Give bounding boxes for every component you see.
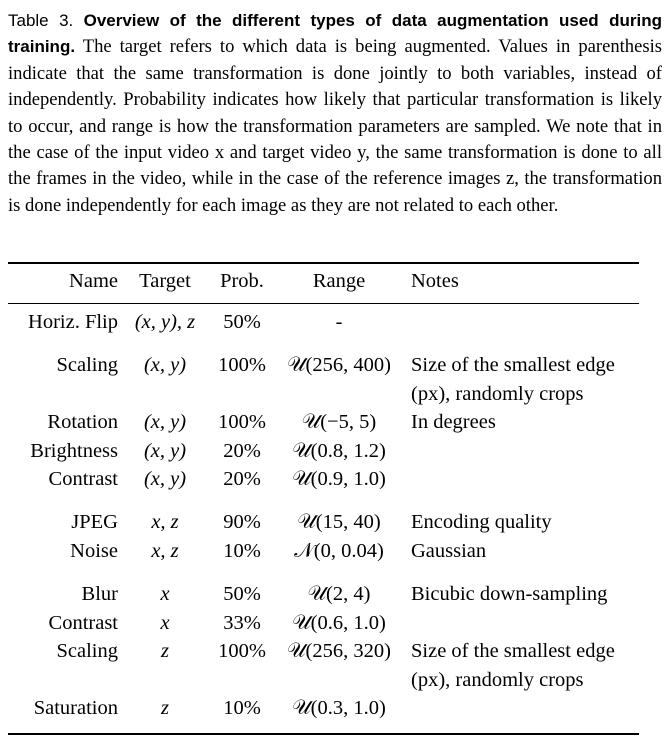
cell-name: Scaling (56, 354, 119, 376)
table-header-rule (8, 303, 639, 304)
caption-label: Table 3. (8, 11, 74, 30)
cell-range: 𝒰(0.3, 1.0) (292, 697, 386, 719)
cell-target: x (160, 612, 170, 634)
cell-prob: 100% (218, 640, 266, 662)
cell-range: 𝒰(256, 400) (287, 354, 391, 376)
cell-prob: 33% (223, 612, 261, 634)
cell-name: Contrast (48, 612, 118, 634)
cell-prob: 100% (218, 354, 266, 376)
cell-range: 𝒰(0.6, 1.0) (292, 612, 386, 634)
cell-target: (x, y) (143, 440, 187, 462)
cell-name: Brightness (30, 440, 118, 462)
table-bottom-rule (8, 733, 639, 735)
cell-prob: 10% (223, 540, 261, 562)
cell-name: Contrast (48, 468, 118, 490)
cell-target: (x, y) (143, 411, 187, 433)
cell-target: (x, y), z (134, 311, 196, 333)
cell-prob: 10% (223, 697, 261, 719)
cell-notes: Size of the smallest edge (411, 354, 615, 376)
cell-notes: (px), randomly crops (411, 383, 584, 405)
cell-name: Rotation (47, 411, 118, 433)
cell-target: x (160, 583, 170, 605)
cell-prob: 20% (223, 468, 261, 490)
cell-prob: 20% (223, 440, 261, 462)
header-name: Name (69, 270, 118, 292)
cell-prob: 50% (223, 311, 261, 333)
cell-prob: 100% (218, 411, 266, 433)
cell-notes: Bicubic down-sampling (411, 583, 608, 605)
cell-range: 𝒰(256, 320) (287, 640, 391, 662)
cell-range: 𝒰(−5, 5) (301, 411, 377, 433)
header-prob: Prob. (220, 270, 264, 292)
cell-name: Horiz. Flip (28, 311, 118, 333)
cell-name: JPEG (71, 511, 118, 533)
cell-notes: Gaussian (411, 540, 487, 562)
cell-notes: Encoding quality (411, 511, 552, 533)
cell-range: 𝒰(0.9, 1.0) (292, 468, 386, 490)
cell-range: 𝒩(0, 0.04) (294, 540, 384, 562)
cell-prob: 90% (223, 511, 261, 533)
cell-range: 𝒰(15, 40) (297, 511, 381, 533)
cell-target: x, z (151, 511, 179, 533)
cell-notes: Size of the smallest edge (411, 640, 615, 662)
caption-title: Overview of the different types of data … (8, 11, 662, 57)
header-target: Target (139, 270, 191, 292)
cell-prob: 50% (223, 583, 261, 605)
caption-body: The target refers to which data is being… (8, 36, 662, 216)
cell-target: z (161, 640, 169, 662)
cell-notes: In degrees (411, 411, 496, 433)
cell-name: Blur (81, 583, 118, 605)
table-caption: Table 3. Overview of the different types… (8, 8, 662, 219)
cell-target: x, z (151, 540, 179, 562)
table-top-rule (8, 262, 639, 264)
cell-range: 𝒰(0.8, 1.2) (292, 440, 386, 462)
cell-range: 𝒰(2, 4) (307, 583, 371, 605)
cell-target: (x, y) (143, 354, 187, 376)
cell-target: (x, y) (143, 468, 187, 490)
cell-target: z (161, 697, 169, 719)
cell-name: Saturation (33, 697, 118, 719)
cell-name: Scaling (56, 640, 119, 662)
cell-range: - (335, 311, 343, 333)
cell-name: Noise (70, 540, 118, 562)
header-range: Range (312, 270, 366, 292)
header-notes: Notes (411, 270, 459, 292)
cell-notes: (px), randomly crops (411, 669, 584, 691)
